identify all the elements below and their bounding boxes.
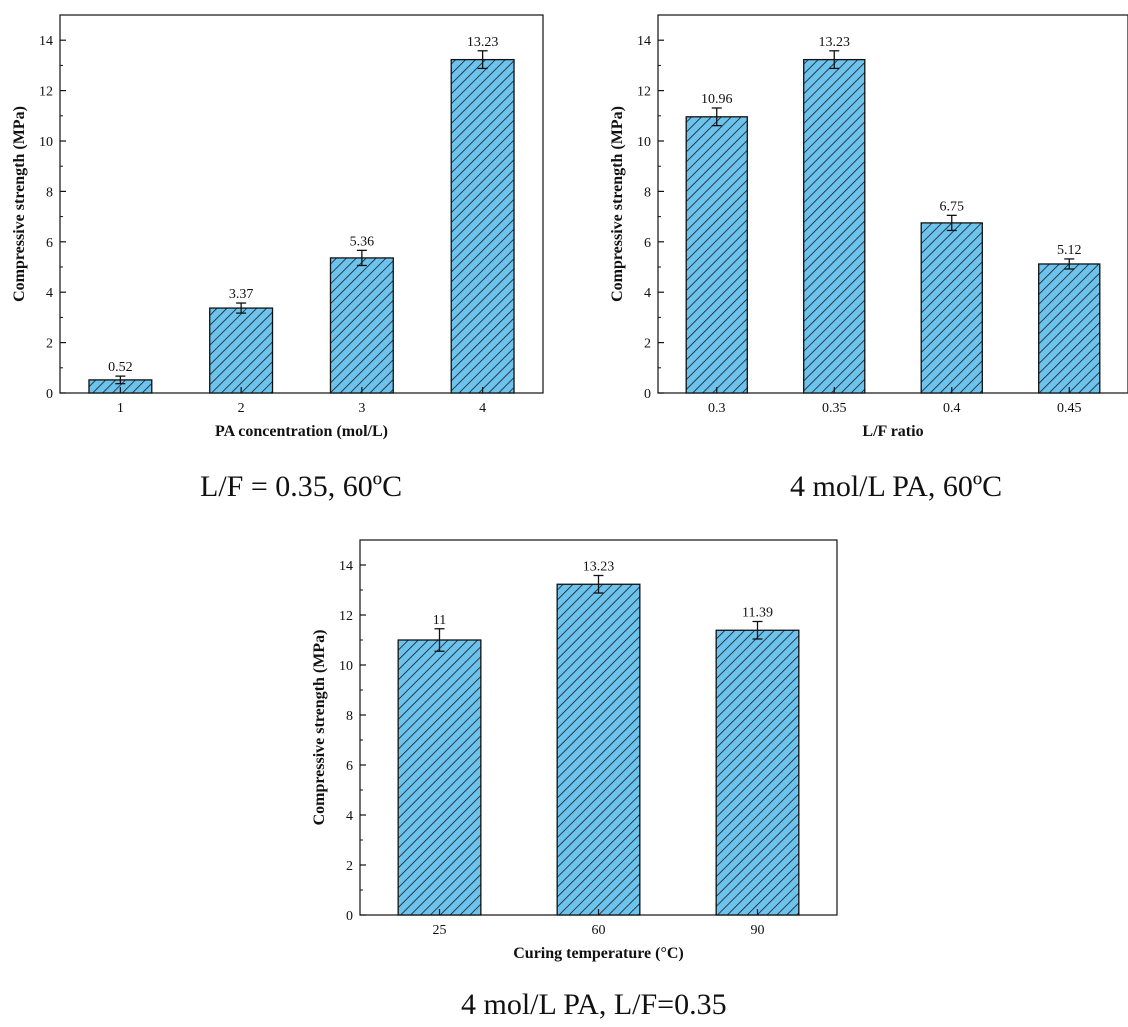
data-label-0.35: 13.23 — [819, 35, 851, 50]
y-tick-label: 0 — [46, 387, 53, 402]
error-bar-1 — [115, 375, 126, 385]
y-axis-title: Compressive strength (MPa) — [311, 630, 328, 826]
error-bar-3 — [356, 249, 367, 267]
y-tick-label: 14 — [637, 34, 651, 49]
caption-curing-temperature: 4 mol/L PA, L/F=0.35 — [461, 988, 727, 1021]
error-bar-60 — [593, 574, 604, 594]
y-tick-label: 4 — [46, 286, 53, 301]
x-tick-label-0.35: 0.35 — [822, 401, 847, 416]
y-tick-label: 6 — [644, 236, 651, 251]
error-bar-0.4 — [946, 214, 957, 232]
chart-lf-ratio-svg: 0 2 4 6 8 10 12 14 10.96 0.3 13.23 0.35 6.75 0.4 5.12 0… — [609, 14, 1128, 440]
bar-0.3 — [685, 116, 748, 394]
data-label-3: 5.36 — [350, 234, 375, 249]
y-tick-label: 8 — [46, 185, 53, 200]
plot-frame — [657, 14, 1128, 394]
bar-0.4 — [920, 222, 983, 394]
x-axis-title: L/F ratio — [862, 423, 923, 440]
bar-0.45 — [1038, 263, 1101, 394]
y-tick-label: 4 — [346, 809, 353, 824]
y-tick-label: 10 — [339, 659, 353, 674]
chart-lf-ratio: 0 2 4 6 8 10 12 14 10.96 0.3 13.23 0.35 6.75 0.4 5.12 0… — [600, 0, 1128, 450]
y-tick-label: 0 — [346, 909, 353, 924]
data-label-90: 11.39 — [742, 606, 773, 621]
x-axis-title: Curing temperature (°C) — [513, 945, 684, 962]
bar-60 — [556, 583, 641, 916]
x-tick-label-1: 1 — [117, 401, 124, 416]
y-axis-title: Compressive strength (MPa) — [11, 106, 28, 302]
chart-curing-temperature-svg: 0 2 4 6 8 10 12 14 11 25 13.23 60 11.39 90 Curing temp… — [311, 539, 838, 962]
bar-25 — [397, 639, 482, 916]
x-tick-label-60: 60 — [592, 923, 606, 938]
bar-2 — [209, 307, 274, 394]
y-tick-label: 12 — [339, 609, 353, 624]
y-tick-label: 14 — [39, 34, 53, 49]
y-tick-label: 12 — [637, 85, 651, 100]
x-tick-label-0.3: 0.3 — [708, 401, 726, 416]
x-tick-label-3: 3 — [358, 401, 365, 416]
x-tick-label-25: 25 — [433, 923, 447, 938]
error-bar-2 — [236, 302, 247, 314]
error-bar-0.45 — [1064, 258, 1075, 270]
x-tick-label-0.4: 0.4 — [943, 401, 961, 416]
y-tick-label: 10 — [39, 135, 53, 150]
data-label-2: 3.37 — [229, 287, 254, 302]
y-tick-label: 12 — [39, 85, 53, 100]
x-axis-title: PA concentration (mol/L) — [215, 423, 388, 440]
bar-3 — [329, 257, 394, 394]
data-label-0.3: 10.96 — [701, 92, 733, 107]
y-tick-label: 4 — [644, 286, 651, 301]
error-bar-25 — [434, 628, 445, 652]
chart-curing-temperature: 0 2 4 6 8 10 12 14 11 25 13.23 60 11.39 90 Curing temp… — [300, 530, 860, 980]
y-tick-label: 8 — [346, 709, 353, 724]
y-tick-label: 6 — [346, 759, 353, 774]
bar-0.35 — [803, 58, 866, 394]
y-tick-label: 14 — [339, 559, 353, 574]
x-tick-label-2: 2 — [238, 401, 245, 416]
error-bar-4 — [477, 50, 488, 70]
bar-4 — [450, 58, 515, 394]
y-axis-title: Compressive strength (MPa) — [609, 106, 626, 302]
error-bar-90 — [752, 620, 763, 640]
y-tick-label: 2 — [346, 859, 353, 874]
plot-frame — [59, 14, 544, 394]
caption-lf-ratio: 4 mol/L PA, 60ºC — [790, 470, 1003, 503]
y-tick-label: 2 — [46, 337, 53, 352]
chart-pa-concentration: 0 2 4 6 8 10 12 14 0.52 1 3.37 2 5.36 3 13.23 4 PA conce… — [0, 0, 560, 450]
caption-pa-concentration: L/F = 0.35, 60ºC — [200, 470, 403, 503]
data-label-0.4: 6.75 — [940, 199, 965, 214]
error-bar-0.35 — [829, 50, 840, 70]
y-tick-label: 0 — [644, 387, 651, 402]
x-tick-label-0.45: 0.45 — [1057, 401, 1082, 416]
bar-90 — [715, 629, 800, 916]
x-tick-label-4: 4 — [479, 401, 486, 416]
y-tick-label: 8 — [644, 185, 651, 200]
data-label-25: 11 — [433, 613, 446, 628]
y-tick-label: 6 — [46, 236, 53, 251]
error-bar-0.3 — [711, 107, 722, 127]
data-label-0.45: 5.12 — [1057, 243, 1082, 258]
y-tick-label: 10 — [637, 135, 651, 150]
x-tick-label-90: 90 — [751, 923, 765, 938]
data-label-4: 13.23 — [467, 35, 499, 50]
y-tick-label: 2 — [644, 337, 651, 352]
data-label-60: 13.23 — [583, 560, 615, 575]
data-label-1: 0.52 — [108, 360, 133, 375]
chart-pa-concentration-svg: 0 2 4 6 8 10 12 14 0.52 1 3.37 2 5.36 3 13.23 4 PA conce… — [11, 14, 544, 440]
